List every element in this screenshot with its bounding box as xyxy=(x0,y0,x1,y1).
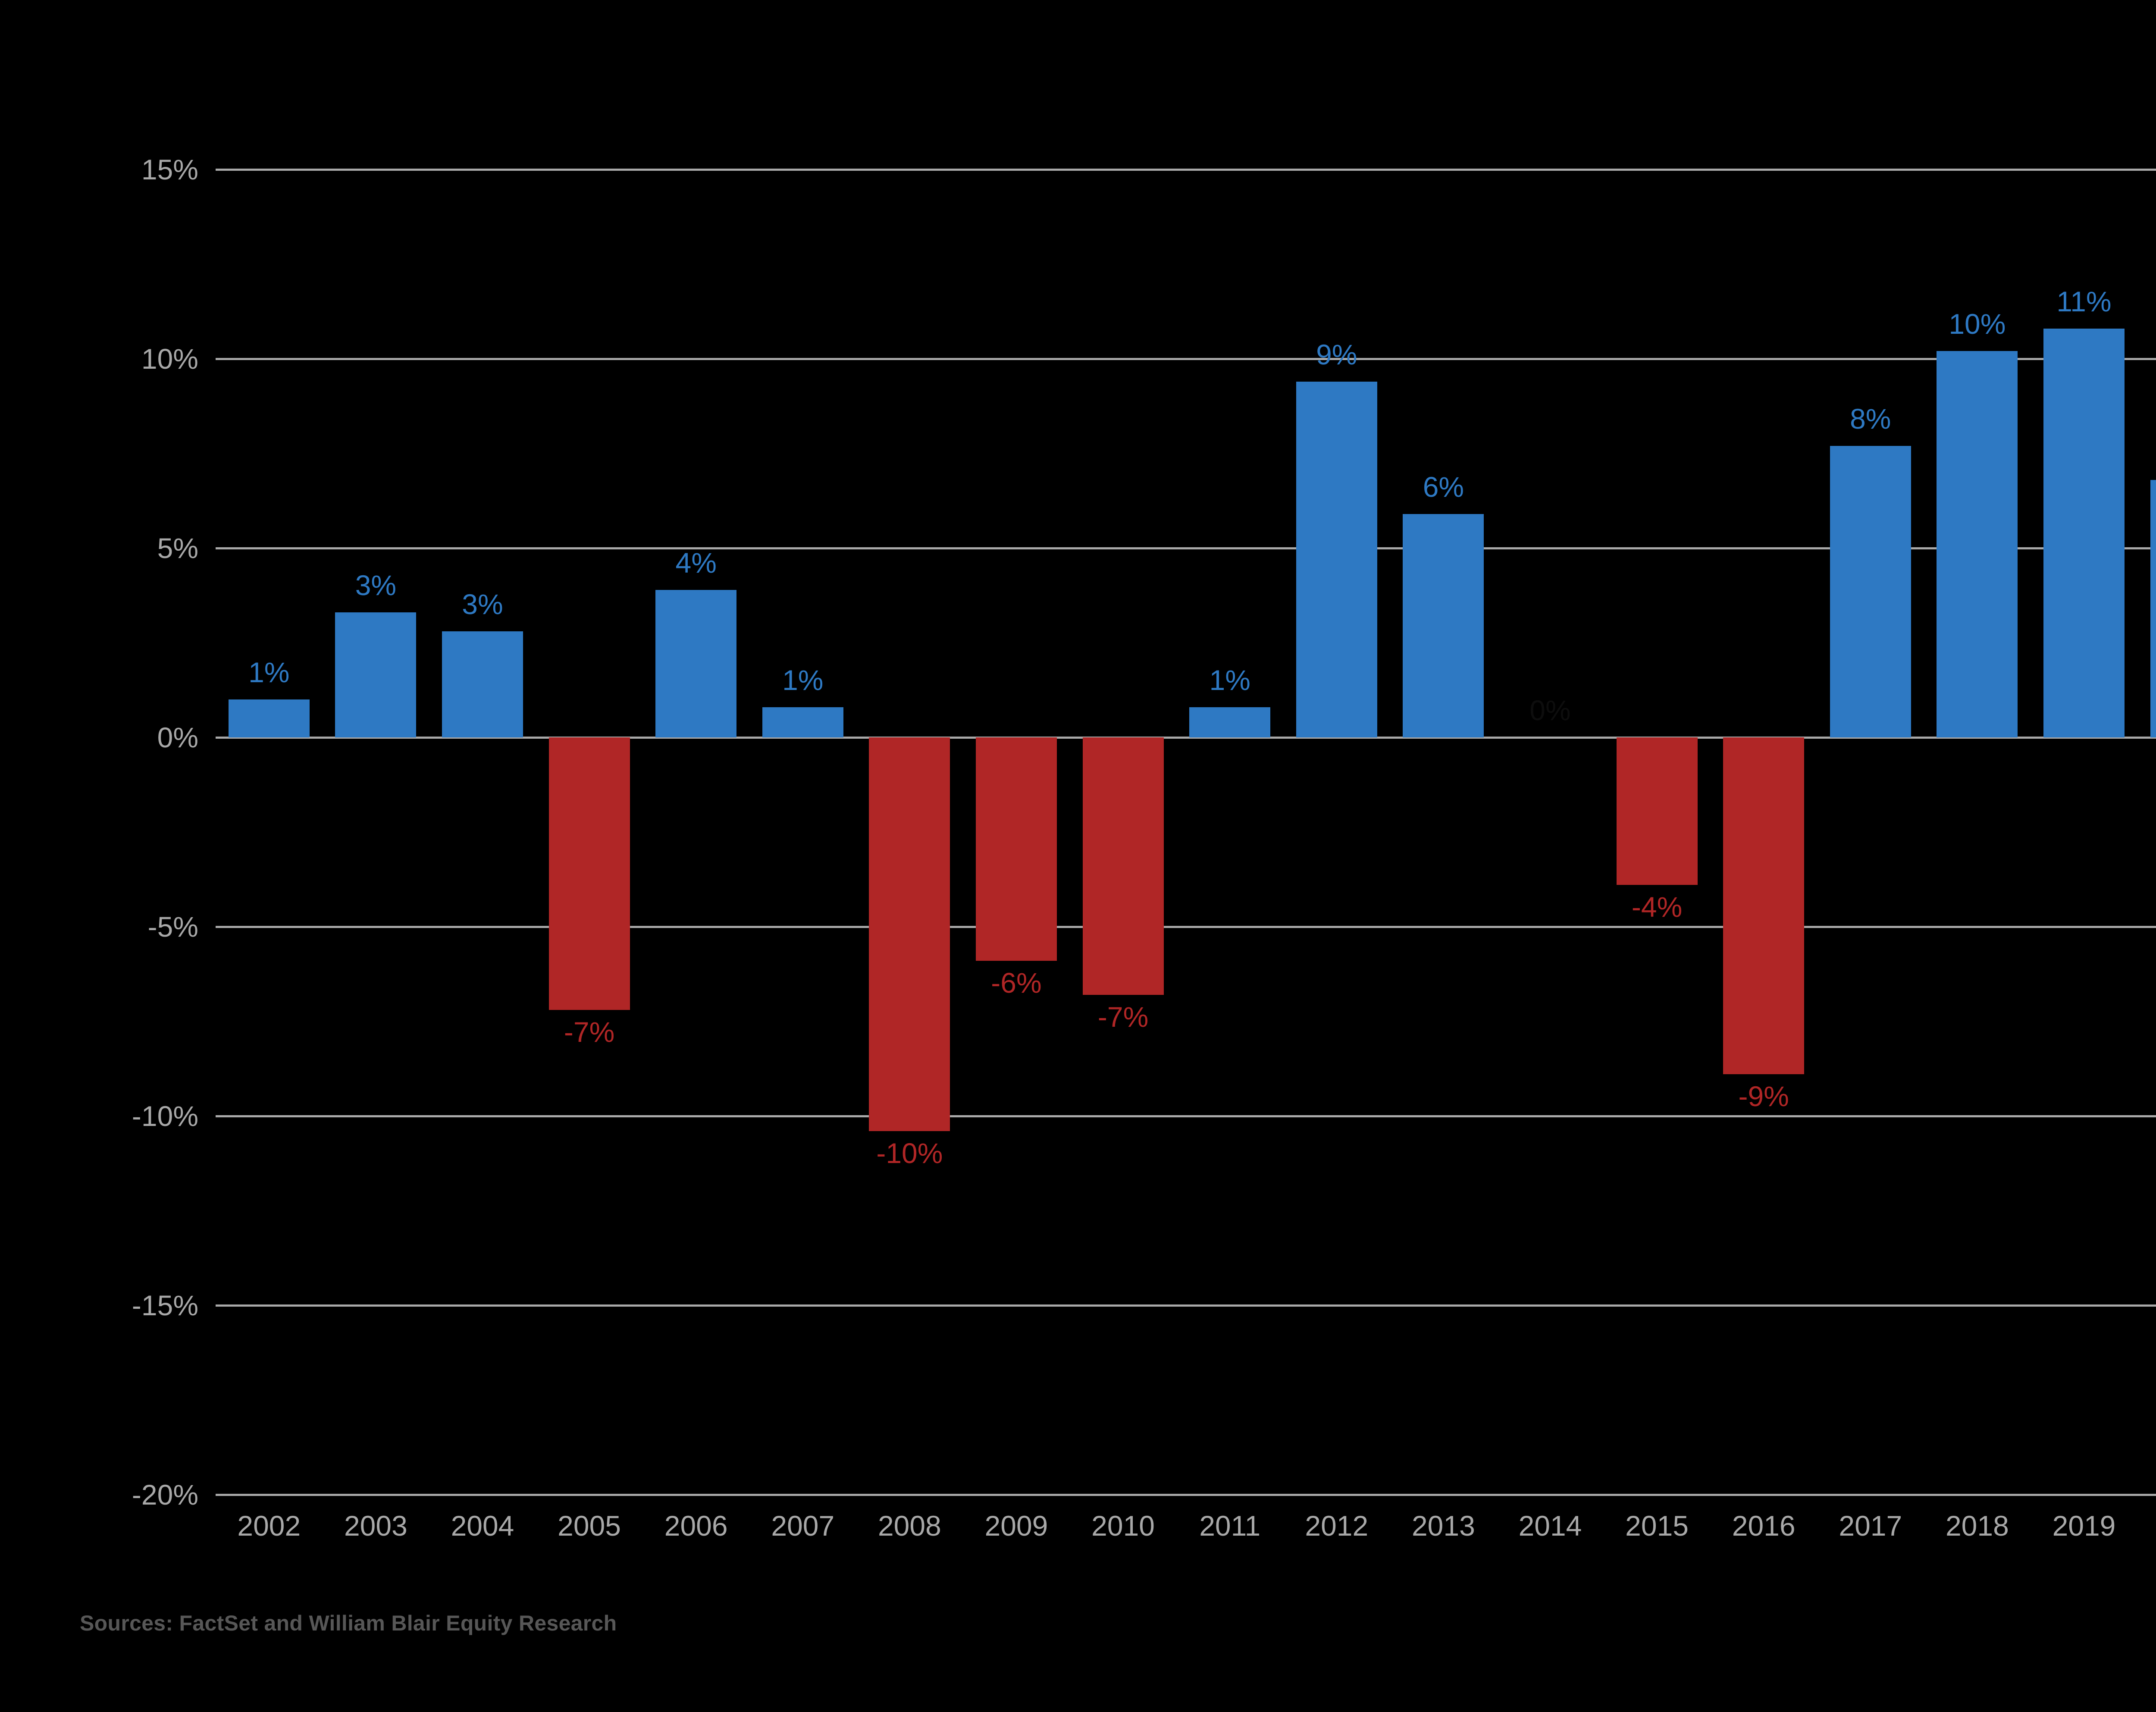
bar-group-2019[interactable]: 11% xyxy=(2031,169,2137,1495)
plot-area: 1% 3% 3% -7% 4% 1% -10% -6% -7% 1% 9% 6% 0% -4% -9% 8% 1… xyxy=(216,169,2156,1495)
bar-value-label-2017: 8% xyxy=(1850,402,1891,435)
bar-value-label-2006: 4% xyxy=(675,546,717,579)
x-axis-tick-label-2012: 2012 xyxy=(1305,1510,1369,1542)
x-axis-tick-label-2003: 2003 xyxy=(344,1510,407,1542)
bar-value-label-2011: 1% xyxy=(1209,664,1250,696)
x-axis-tick-label-2016: 2016 xyxy=(1732,1510,1796,1542)
bar-value-label-2010: -7% xyxy=(1097,1001,1149,1033)
gridline xyxy=(216,926,2156,928)
bar-2002[interactable] xyxy=(228,699,310,737)
bar-value-label-2014: 0% xyxy=(1529,694,1571,726)
gridline xyxy=(216,1304,2156,1307)
bar-value-label-2018: 10% xyxy=(1949,308,2006,340)
bar-value-label-2004: 3% xyxy=(462,588,503,621)
bar-2013[interactable] xyxy=(1403,514,1484,737)
x-axis-tick-label-2020: 2020 xyxy=(2137,1509,2156,1542)
bar-2003[interactable] xyxy=(335,612,417,737)
x-axis-tick-label-2006: 2006 xyxy=(664,1510,728,1542)
bar-group-2020[interactable]: 7% xyxy=(2137,169,2156,1495)
bar-2011[interactable] xyxy=(1189,707,1271,737)
x-axis-tick-label-2011: 2011 xyxy=(1199,1510,1261,1542)
bar-2017[interactable] xyxy=(1830,445,1911,737)
x-axis-tick-label-2002: 2002 xyxy=(237,1510,301,1542)
x-axis-tick-label-2018: 2018 xyxy=(1945,1510,2009,1542)
bar-value-label-2016: -9% xyxy=(1738,1080,1789,1113)
bar-value-label-2007: 1% xyxy=(782,664,824,696)
bar-2016[interactable] xyxy=(1723,737,1805,1075)
bar-group-2003[interactable]: 3% xyxy=(323,169,429,1495)
bar-2009[interactable] xyxy=(975,737,1057,961)
x-axis: 2002 2003 2004 2005 2006 2007 2008 2009 2010 2011… xyxy=(216,1509,2156,1548)
x-axis-tick-label-2005: 2005 xyxy=(558,1510,621,1542)
x-axis-tick-label-2009: 2009 xyxy=(984,1510,1048,1542)
y-axis-tick-label: -15% xyxy=(132,1289,198,1321)
bar-value-label-2015: -4% xyxy=(1631,891,1683,923)
bar-group-2009[interactable]: -6% xyxy=(963,169,1070,1495)
bar-group-2007[interactable]: 1% xyxy=(749,169,856,1495)
bar-2015[interactable] xyxy=(1616,737,1698,885)
y-axis-tick-label: 0% xyxy=(157,721,198,753)
y-axis-tick-label: 15% xyxy=(141,154,198,185)
bar-group-2004[interactable]: 3% xyxy=(429,169,536,1495)
bar-value-label-2019: 11% xyxy=(2056,285,2112,317)
bar-group-2015[interactable]: -4% xyxy=(1604,169,1711,1495)
gridline xyxy=(216,547,2156,549)
bar-2010[interactable] xyxy=(1082,737,1164,995)
gridline xyxy=(216,358,2156,360)
bar-group-2016[interactable]: -9% xyxy=(1710,169,1817,1495)
x-axis-tick-label-2010: 2010 xyxy=(1091,1510,1155,1542)
gridline xyxy=(216,737,2156,739)
bar-group-2005[interactable]: -7% xyxy=(536,169,643,1495)
x-axis-tick-label-2017: 2017 xyxy=(1839,1510,1902,1542)
bar-value-label-2013: 6% xyxy=(1423,470,1464,503)
bars-layer: 1% 3% 3% -7% 4% 1% -10% -6% -7% 1% 9% 6% 0% -4% -9% 8% 1… xyxy=(216,169,2156,1495)
bar-group-2008[interactable]: -10% xyxy=(856,169,963,1495)
y-axis-tick-label: -10% xyxy=(132,1100,198,1132)
bar-value-label-2002: 1% xyxy=(248,656,290,689)
bar-2018[interactable] xyxy=(1937,351,2018,737)
bar-2004[interactable] xyxy=(442,631,523,737)
bar-group-2013[interactable]: 6% xyxy=(1390,169,1497,1495)
x-axis-tick-label-2015: 2015 xyxy=(1625,1510,1689,1542)
bar-2019[interactable] xyxy=(2043,328,2125,737)
source-note: Sources: FactSet and William Blair Equit… xyxy=(80,1611,617,1635)
bar-2012[interactable] xyxy=(1296,381,1377,737)
x-axis-tick-label-2008: 2008 xyxy=(877,1510,941,1542)
bar-2020[interactable] xyxy=(2150,480,2156,737)
bar-group-2017[interactable]: 8% xyxy=(1817,169,1924,1495)
bar-2006[interactable] xyxy=(655,589,737,737)
x-axis-tick-label-2007: 2007 xyxy=(771,1510,835,1542)
gridline xyxy=(216,1494,2156,1496)
bar-2007[interactable] xyxy=(762,707,843,737)
bar-group-2018[interactable]: 10% xyxy=(1924,169,2031,1495)
bar-value-label-2020: 7% xyxy=(2095,439,2156,467)
bar-value-label-2008: -10% xyxy=(876,1137,943,1170)
y-axis-tick-label: -20% xyxy=(132,1479,198,1511)
x-axis-tick-label-2014: 2014 xyxy=(1518,1510,1582,1542)
bar-group-2002[interactable]: 1% xyxy=(216,169,323,1495)
bar-value-label-2012: 9% xyxy=(1316,338,1357,370)
y-axis-tick-label: 10% xyxy=(141,343,198,375)
bar-2008[interactable] xyxy=(869,737,950,1132)
gridline xyxy=(216,1115,2156,1117)
y-axis-tick-label: -5% xyxy=(147,911,198,943)
x-axis-tick-label-2004: 2004 xyxy=(451,1510,514,1542)
bar-2005[interactable] xyxy=(548,737,630,1010)
x-axis-tick-label-2019: 2019 xyxy=(2052,1510,2116,1542)
bar-group-2012[interactable]: 9% xyxy=(1283,169,1390,1495)
bar-group-2014[interactable]: 0% xyxy=(1497,169,1604,1495)
y-axis-tick-label: 5% xyxy=(157,532,198,564)
bar-value-label-2009: -6% xyxy=(991,967,1042,999)
bar-value-label-2005: -7% xyxy=(564,1016,615,1048)
bar-group-2010[interactable]: -7% xyxy=(1070,169,1177,1495)
bar-value-label-2003: 3% xyxy=(355,569,397,602)
bar-group-2011[interactable]: 1% xyxy=(1176,169,1283,1495)
x-axis-tick-label-2013: 2013 xyxy=(1411,1510,1475,1542)
gridline xyxy=(216,169,2156,171)
bar-group-2006[interactable]: 4% xyxy=(642,169,749,1495)
